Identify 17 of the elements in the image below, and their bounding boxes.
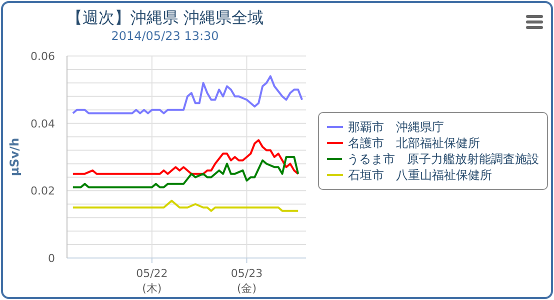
chart-subtitle: 2014/05/23 13:30 xyxy=(110,29,220,43)
x-tick-label: 05/22 (木) xyxy=(136,267,168,295)
chart-title: 【週次】沖縄県 沖縄県全域 xyxy=(65,8,265,29)
y-tick-label: 0.02 xyxy=(30,184,55,198)
legend-label: 名護市 北部福祉保健所 xyxy=(348,135,480,151)
line-series xyxy=(72,139,300,175)
legend-label: 石垣市 八重山福祉保健所 xyxy=(348,167,492,183)
y-tick-label: 0.04 xyxy=(30,117,55,130)
y-axis-title: μSv/h xyxy=(7,138,22,176)
line-series xyxy=(72,75,304,114)
y-tick-label: 0.06 xyxy=(30,50,55,63)
x-tick-label: 05/23 (金) xyxy=(230,267,263,295)
line-series xyxy=(72,156,300,188)
y-tick-label: 0 xyxy=(48,252,55,265)
line-series xyxy=(72,200,300,212)
legend-label: 那覇市 沖縄県庁 xyxy=(348,119,444,135)
legend-label: うるま市 原子力艦放射能調査施設 xyxy=(347,151,539,167)
